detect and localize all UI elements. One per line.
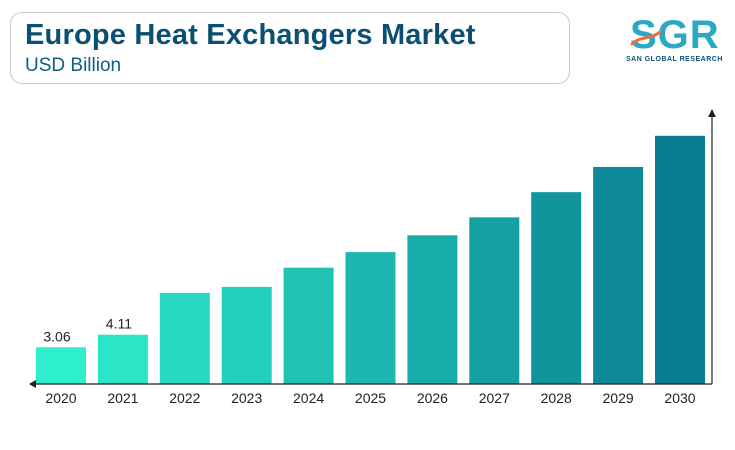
x-tick-label: 2024 <box>293 390 324 406</box>
bar-2024 <box>283 267 334 384</box>
bar-2027 <box>469 217 520 384</box>
logo-tagline: SAN GLOBAL RESEARCH <box>626 56 723 63</box>
data-label: 3.06 <box>43 328 70 344</box>
bar-2030 <box>655 135 705 384</box>
bar-2028 <box>531 192 582 384</box>
x-tick-label: 2029 <box>603 390 634 406</box>
bar-2021 <box>97 334 148 384</box>
title-box: Europe Heat Exchangers Market USD Billio… <box>10 12 570 84</box>
x-tick-label: 2021 <box>107 390 138 406</box>
x-tick-label: 2026 <box>417 390 448 406</box>
y-axis-arrow-icon <box>708 109 716 117</box>
x-tick-label: 2028 <box>541 390 572 406</box>
bar-2029 <box>593 166 644 384</box>
bar-2023 <box>221 286 272 384</box>
chart-subtitle: USD Billion <box>25 55 122 76</box>
chart-title: Europe Heat Exchangers Market <box>25 19 476 51</box>
bar-2022 <box>159 292 210 384</box>
logo-text: SGR <box>630 13 720 57</box>
x-axis-arrow-icon <box>29 380 36 388</box>
x-tick-label: 2025 <box>355 390 386 406</box>
sgr-logo: SGR SAN GLOBAL RESEARCH <box>622 12 722 68</box>
data-label: 4.11 <box>106 316 132 332</box>
labels-group: 2020 3.06 2021 4.11 2022 2023 2024 2025 2026 2027… <box>43 316 695 406</box>
bar-2026 <box>407 235 458 384</box>
bar-2020 <box>36 347 86 384</box>
x-tick-label: 2023 <box>231 390 262 406</box>
x-tick-label: 2027 <box>479 390 510 406</box>
x-tick-label: 2030 <box>664 390 695 406</box>
bar-2025 <box>345 252 396 384</box>
bars-group <box>36 135 705 384</box>
x-tick-label: 2020 <box>45 390 76 406</box>
axes-group <box>29 109 716 388</box>
logo-swoosh-icon <box>630 30 662 46</box>
x-tick-label: 2022 <box>169 390 200 406</box>
